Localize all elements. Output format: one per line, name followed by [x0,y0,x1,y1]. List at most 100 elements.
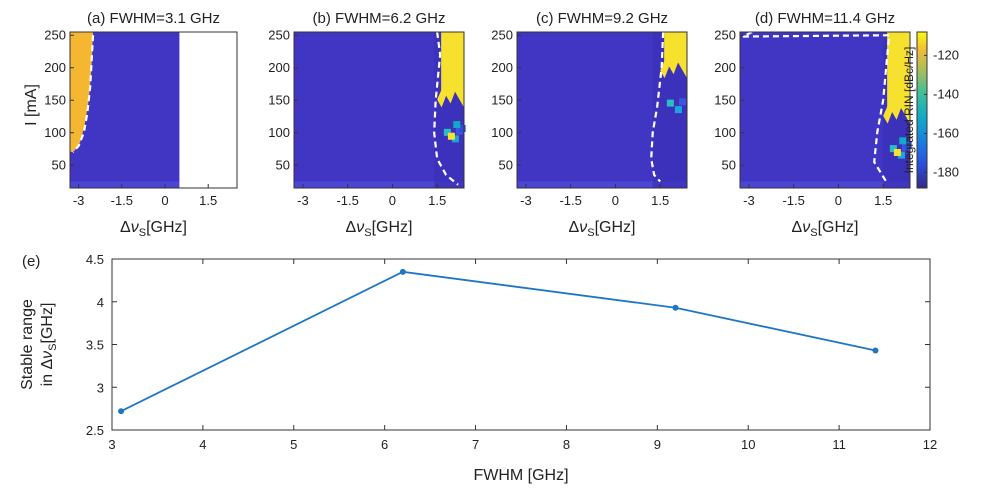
heatmap-low-current-band [517,181,687,188]
transition-pixel [447,132,455,140]
panel-title: (b) FWHM=6.2 GHz [313,10,446,27]
y-tick-label: 200 [268,60,290,75]
y-tick-label: 150 [714,92,736,107]
heatmap-low-current-band [294,181,464,188]
y-tick-label: 150 [44,92,66,107]
x-tick-label: 0 [389,193,396,208]
transition-pixel [458,124,466,132]
x-tick-label: 10 [741,437,755,452]
axes-frame [516,31,688,189]
axes-frame [69,31,238,189]
stability-boundary [72,35,95,153]
x-tick-label: 4 [199,437,206,452]
unstable-region [660,32,687,79]
y-tick-label: 3 [97,380,104,395]
y-tick-label: 50 [722,157,736,172]
colorbar-tick-label: -160 [933,125,959,140]
stability-boundary [742,31,891,183]
x-tick-label: 7 [472,437,479,452]
y-tick-label: 50 [276,157,290,172]
y-tick-label: 250 [268,27,290,42]
x-tick-label: -1.5 [111,193,133,208]
x-tick-label: 0 [161,193,168,208]
x-tick-label: 9 [654,437,661,452]
x-tick-label: 0 [835,193,842,208]
no-data-region [179,32,237,188]
unstable-region [70,32,94,153]
transition-pixel [904,141,912,149]
x-axis-label: FWHM [GHz] [473,467,568,484]
y-tick-label: 150 [491,92,513,107]
x-tick-label: -1.5 [559,193,581,208]
unstable-region [883,32,910,124]
stability-boundary [433,31,459,186]
x-tick-label: -3 [73,193,85,208]
x-axis-label: ΔνS[GHz] [569,219,636,239]
x-axis-label: ΔνS[GHz] [346,219,413,239]
y-tick-label: 50 [52,157,66,172]
transition-pixel [678,98,686,106]
colorbar: -120 -140 -160 -180 Integrated RIN [dBc/Hz] [902,31,959,189]
colorbar-frame [916,31,928,189]
colorbar-tick-label: -180 [933,164,959,179]
y-tick-label: 3.5 [86,338,104,353]
axes-frame [739,31,911,189]
y-tick-label: 4 [97,295,104,310]
y-tick-label: 250 [44,27,66,42]
x-tick-label: 1.5 [651,193,669,208]
heatmap-ylabel: I [mA] [23,84,40,126]
data-point [118,408,125,415]
transition-pixel [893,149,901,156]
colorbar-tick-label: -140 [933,86,959,101]
data-point [872,347,879,354]
heatmap-panel-b: 50 100 150 200 250 -3 -1.5 0 1.5 (b) FWHM=6.2 GHz… [268,10,466,239]
transition-pixel [899,137,907,145]
heatmap-panel-a: 50 100 150 200 250 -3 -1.5 0 1.5 (a) FWHM=3.1 GHz… [44,10,238,239]
y-tick-label: 100 [714,125,736,140]
x-tick-label: 3 [108,437,115,452]
colorbar-label: Integrated RIN [dBc/Hz] [902,47,916,174]
y-tick-label: 100 [268,125,290,140]
y-tick-label: 100 [44,125,66,140]
axes-frame [111,258,931,431]
panel-title: (d) FWHM=11.4 GHz [755,10,895,27]
heatmap-panel-c: 50 100 150 200 250 -3 -1.5 0 1.5 (c) FWHM=9.2 GHz… [491,10,688,239]
transition-pixel [674,106,682,114]
y-tick-label: 250 [491,27,513,42]
y-tick-label: 250 [714,27,736,42]
x-tick-label: 11 [832,437,846,452]
data-point [399,268,406,275]
x-tick-label: 12 [923,437,937,452]
x-tick-label: 1.5 [874,193,892,208]
transition-pixel [666,99,674,107]
data-point [672,304,679,311]
y-tick-label: 200 [714,60,736,75]
panel-title: (c) FWHM=9.2 GHz [536,10,668,27]
y-tick-label: 2.5 [86,423,104,438]
colorbar-tick-label: -120 [933,47,959,62]
y-axis-label: Stable range [19,299,36,390]
colorbar-gradient [917,32,927,188]
series-line [120,270,876,412]
transition-pixel [443,128,451,136]
y-tick-label: 200 [44,60,66,75]
transition-pixel [889,145,897,153]
x-tick-label: -1.5 [782,193,804,208]
x-tick-label: 1.5 [428,193,446,208]
heatmap-low-current-band [740,181,910,188]
heatmap-low-current-band [70,181,237,188]
x-tick-label: 8 [563,437,570,452]
panel-title: (e) [22,253,40,270]
line-chart-panel-e: 3 4 5 6 7 8 9 10 11 12 2.5 3 3.5 4 4.5 (e) Stable range i… [19,252,937,484]
x-tick-label: 0 [612,193,619,208]
x-tick-label: -1.5 [336,193,358,208]
transition-pixel [451,135,459,143]
panel-title: (a) FWHM=3.1 GHz [87,10,220,27]
x-tick-label: 1.5 [199,193,217,208]
x-tick-label: 6 [381,437,388,452]
x-axis-label: ΔνS[GHz] [792,219,859,239]
transition-pixel [897,151,905,159]
x-tick-label: -3 [743,193,755,208]
y-tick-label: 150 [268,92,290,107]
